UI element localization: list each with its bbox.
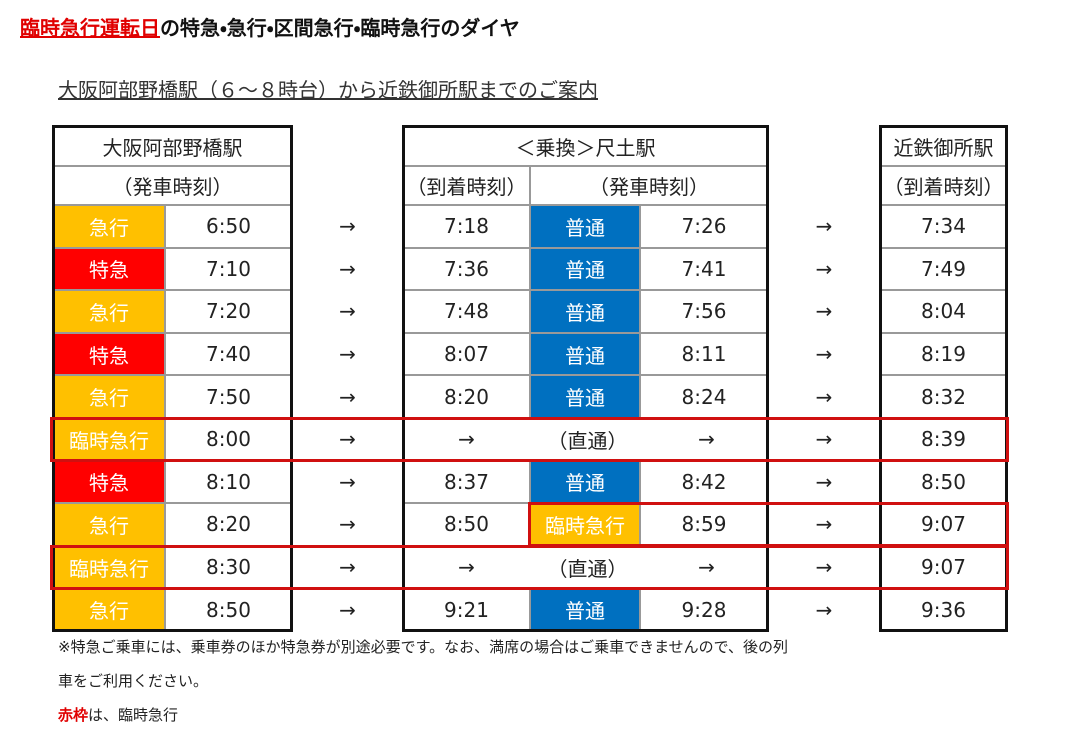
train-type: 急行 (53, 503, 165, 546)
train-type: 急行 (53, 205, 165, 248)
depart-time: 8:10 (165, 460, 292, 504)
depart-time: 8:50 (165, 588, 292, 631)
arrive-time: 8:32 (880, 375, 1007, 418)
arrive-time: 8:50 (880, 460, 1007, 504)
arrow: → (815, 597, 833, 622)
through-text: （直通） (547, 428, 628, 453)
arrive-time: 8:19 (880, 332, 1007, 376)
header-cell: （到着時刻） (403, 166, 530, 205)
arrow: → (339, 469, 356, 494)
depart-time: 8:24 (640, 375, 768, 418)
depart-time: 7:10 (165, 247, 292, 291)
depart-time: 8:11 (640, 332, 768, 376)
title: 臨時急行運転日の特急・急行・区間急行・臨時急行のダイヤ (20, 12, 520, 41)
arrow: → (339, 214, 356, 239)
arrow: → (339, 256, 356, 281)
arrow: → (339, 427, 356, 452)
through-cell (403, 418, 768, 461)
train-type: 普通 (530, 247, 640, 291)
train-type: 普通 (530, 460, 640, 504)
train-type: 普通 (530, 588, 640, 631)
legend-note: 赤枠は、臨時急行 (58, 704, 178, 725)
arrow: → (339, 597, 356, 622)
depart-time: 9:28 (640, 588, 768, 631)
train-type: 普通 (530, 205, 640, 248)
header-cell: 近鉄御所駅 (880, 126, 1007, 166)
arrive-time: 9:21 (403, 588, 530, 631)
depart-time: 8:42 (640, 460, 768, 504)
arrow: → (815, 214, 833, 239)
arrive-time: 8:39 (880, 418, 1007, 461)
subtitle: 大阪阿部野橋駅（６～８時台）から近鉄御所駅までのご案内 (58, 78, 598, 102)
arrow: → (815, 427, 833, 452)
depart-time: 8:59 (640, 503, 768, 546)
arrive-time: 7:36 (403, 247, 530, 291)
train-type: 急行 (53, 375, 165, 418)
legend-rest: は、臨時急行 (88, 706, 179, 724)
train-type: 急行 (53, 290, 165, 333)
header-cell: （到着時刻） (880, 166, 1007, 205)
depart-time: 7:50 (165, 375, 292, 418)
depart-time: 7:20 (165, 290, 292, 333)
train-type: 臨時急行 (530, 503, 640, 546)
arrive-time: 9:07 (880, 503, 1007, 546)
arrow: → (815, 384, 833, 409)
title-rest: の特急・急行・区間急行・臨時急行のダイヤ (160, 16, 520, 40)
arrow: → (339, 512, 356, 537)
through-text: → (698, 427, 715, 452)
arrow: → (339, 555, 356, 580)
through-text: （直通） (547, 556, 628, 581)
arrive-time: 8:07 (403, 332, 530, 376)
arrow: → (815, 256, 833, 281)
depart-time: 8:30 (165, 545, 292, 589)
header-cell: 大阪阿部野橋駅 (53, 126, 292, 166)
train-type: 特急 (53, 332, 165, 376)
depart-time: 7:40 (165, 332, 292, 376)
through-text: → (458, 555, 475, 580)
train-type: 臨時急行 (53, 545, 165, 589)
arrow: → (815, 512, 833, 537)
train-type: 特急 (53, 247, 165, 291)
depart-time: 8:00 (165, 418, 292, 461)
note-line: ※特急ご乗車には、乗車券のほか特急券が別途必要です。なお、満席の場合はご乗車でき… (58, 638, 789, 656)
header-cell: （発車時刻） (530, 166, 768, 205)
arrow: → (339, 384, 356, 409)
arrow: → (815, 342, 833, 367)
arrive-time: 9:07 (880, 545, 1007, 589)
train-type: 普通 (530, 290, 640, 333)
train-type: 臨時急行 (53, 418, 165, 461)
depart-time: 7:41 (640, 247, 768, 291)
arrive-time: 7:49 (880, 247, 1007, 291)
arrive-time: 8:37 (403, 460, 530, 504)
through-text: → (458, 427, 475, 452)
header-cell: ＜乗換＞尺土駅 (403, 126, 768, 166)
arrow: → (815, 469, 833, 494)
arrow: → (339, 299, 356, 324)
train-type: 普通 (530, 332, 640, 376)
note-line: 車をご利用ください。 (58, 672, 209, 690)
through-cell (403, 545, 768, 589)
train-type: 普通 (530, 375, 640, 418)
depart-time: 6:50 (165, 205, 292, 248)
arrive-time: 7:48 (403, 290, 530, 333)
depart-time: 7:56 (640, 290, 768, 333)
through-text: → (698, 555, 715, 580)
arrow: → (815, 555, 833, 580)
arrive-time: 8:50 (403, 503, 530, 546)
train-type: 特急 (53, 460, 165, 504)
arrive-time: 8:04 (880, 290, 1007, 333)
arrive-time: 9:36 (880, 588, 1007, 631)
depart-time: 8:20 (165, 503, 292, 546)
arrive-time: 7:34 (880, 205, 1007, 248)
arrive-time: 8:20 (403, 375, 530, 418)
arrow: → (339, 342, 356, 367)
header-cell: （発車時刻） (53, 166, 292, 205)
legend-highlight: 赤枠 (58, 706, 89, 724)
arrow: → (815, 299, 833, 324)
depart-time: 7:26 (640, 205, 768, 248)
title-highlight: 臨時急行運転日 (20, 16, 160, 40)
train-type: 急行 (53, 588, 165, 631)
arrive-time: 7:18 (403, 205, 530, 248)
